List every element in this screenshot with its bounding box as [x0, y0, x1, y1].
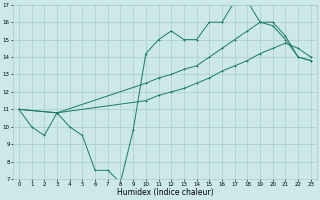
X-axis label: Humidex (Indice chaleur): Humidex (Indice chaleur) [116, 188, 213, 197]
